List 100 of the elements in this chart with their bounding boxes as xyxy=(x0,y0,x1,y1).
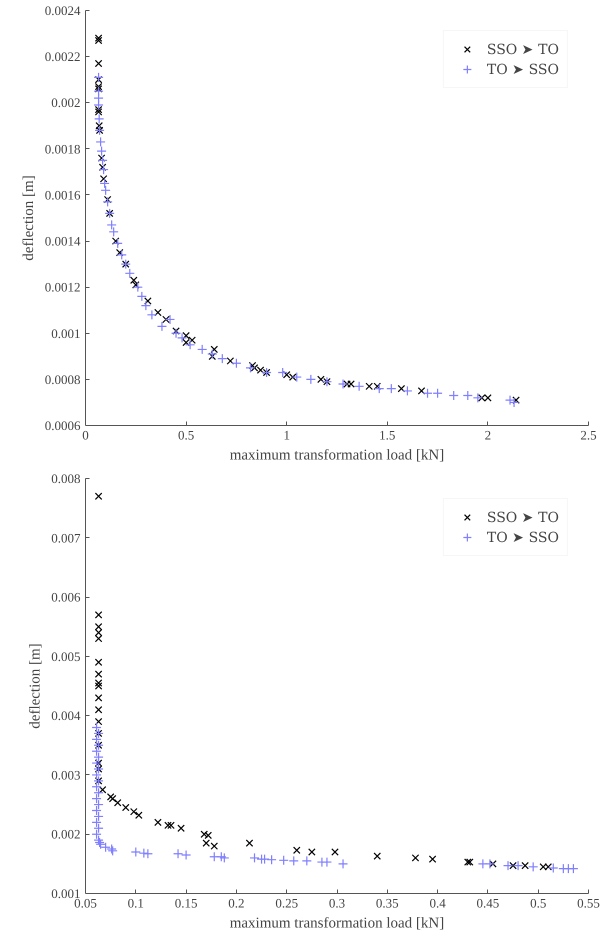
point xyxy=(164,822,172,830)
point xyxy=(124,268,135,278)
point xyxy=(466,858,474,866)
point xyxy=(548,862,558,874)
y-tick-label: 0.008 xyxy=(51,471,80,486)
x-tick-label: 0.4 xyxy=(429,896,446,910)
point xyxy=(292,846,301,854)
point xyxy=(94,34,102,42)
point xyxy=(104,196,112,204)
point xyxy=(122,804,130,812)
point xyxy=(94,759,102,767)
point xyxy=(464,858,472,866)
point xyxy=(93,72,104,82)
point xyxy=(167,822,175,830)
x-tick-label: 0.5 xyxy=(178,428,194,442)
point xyxy=(108,226,119,237)
point xyxy=(428,855,436,863)
point xyxy=(93,86,104,96)
point xyxy=(210,842,218,850)
point xyxy=(386,384,396,394)
point xyxy=(462,390,473,401)
legend-label: SSO ➤ TO xyxy=(486,40,559,58)
point xyxy=(170,328,182,338)
x-tick-label: 0.15 xyxy=(174,896,198,910)
x-tick-label: 0.2 xyxy=(228,896,245,910)
point xyxy=(142,848,153,859)
y-tick-label: 0.0008 xyxy=(44,372,80,387)
point xyxy=(504,395,516,406)
point xyxy=(172,327,180,335)
point xyxy=(418,387,426,395)
point xyxy=(322,856,332,868)
point xyxy=(521,862,529,870)
point xyxy=(94,85,102,93)
point xyxy=(412,854,420,862)
point xyxy=(94,628,102,636)
point xyxy=(259,854,270,864)
legend-label: TO ➤ SSO xyxy=(486,60,559,78)
point xyxy=(288,856,299,866)
point xyxy=(94,634,102,642)
point xyxy=(209,852,220,862)
point xyxy=(231,358,242,368)
point xyxy=(94,658,102,666)
point xyxy=(94,492,102,500)
point xyxy=(338,378,348,390)
point xyxy=(472,392,483,403)
point xyxy=(210,346,218,354)
point xyxy=(116,248,124,256)
y-tick-label: 0.0018 xyxy=(44,141,80,156)
point xyxy=(93,835,104,846)
point xyxy=(302,856,312,866)
point xyxy=(102,196,113,207)
x-tick-label: 1 xyxy=(283,428,290,442)
y-tick-label: 0.0006 xyxy=(44,418,81,433)
point xyxy=(207,348,218,360)
point xyxy=(204,832,212,840)
x-tick-label: 0.55 xyxy=(577,896,600,910)
x-axis-title: maximum transformation load [kN] xyxy=(230,916,444,932)
point xyxy=(94,60,102,68)
point xyxy=(98,164,109,175)
point xyxy=(98,154,106,162)
point xyxy=(249,852,260,864)
y-tick-label: 0.006 xyxy=(51,590,81,605)
point xyxy=(398,384,406,392)
point xyxy=(484,858,496,869)
point xyxy=(100,185,111,196)
point xyxy=(278,855,289,866)
point xyxy=(94,706,102,714)
point xyxy=(509,862,517,870)
y-tick-label: 0.0024 xyxy=(44,3,81,18)
y-axis-title: deflection [m] xyxy=(27,643,44,729)
point xyxy=(130,846,141,858)
x-tick-label: 1.5 xyxy=(379,428,396,442)
point xyxy=(94,611,102,619)
point xyxy=(96,146,107,156)
point xyxy=(94,679,102,687)
point xyxy=(116,250,127,260)
point xyxy=(154,308,162,316)
point xyxy=(130,276,138,284)
point xyxy=(98,786,106,794)
point xyxy=(91,722,102,733)
point xyxy=(94,670,102,678)
point xyxy=(292,372,302,382)
x-tick-label: 0.45 xyxy=(476,896,500,910)
point xyxy=(181,850,192,860)
x-tick-label: 0.25 xyxy=(275,896,298,910)
point xyxy=(132,281,140,289)
point xyxy=(512,396,520,404)
point xyxy=(245,362,256,373)
point xyxy=(219,852,230,864)
point xyxy=(94,108,102,116)
point xyxy=(208,352,216,360)
point xyxy=(306,374,316,384)
point xyxy=(185,340,196,350)
y-tick-label: 0.001 xyxy=(51,326,80,341)
point xyxy=(162,316,170,324)
y-axis-title: deflection [m] xyxy=(20,175,37,261)
point xyxy=(172,848,184,859)
point xyxy=(478,858,488,869)
y-tick-label: 0.002 xyxy=(51,95,80,110)
point xyxy=(108,794,116,802)
